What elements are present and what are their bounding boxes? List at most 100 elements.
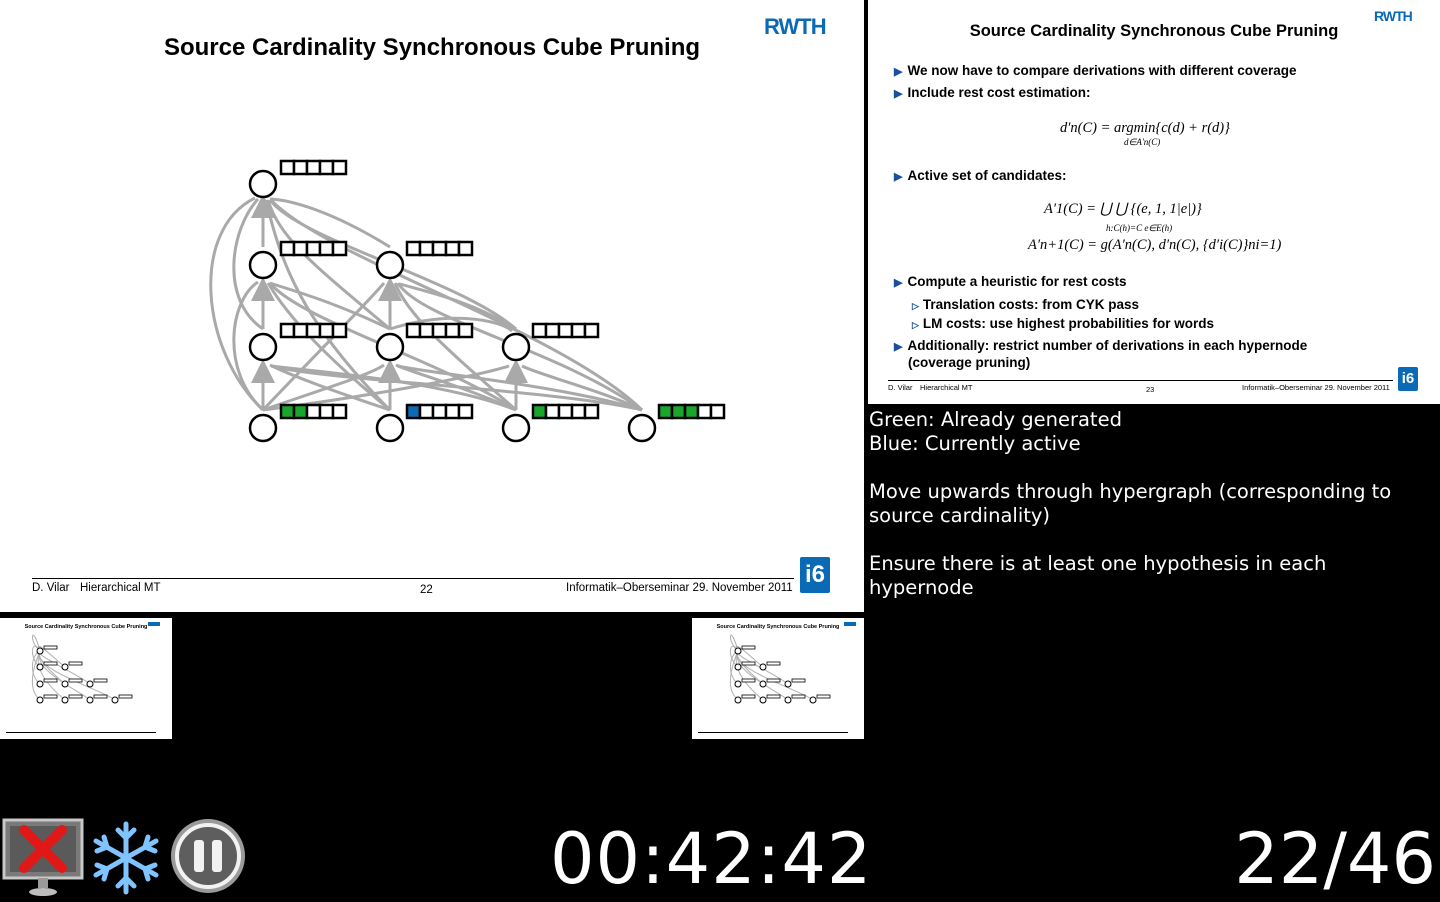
hypothesis-cell (557, 403, 574, 420)
mini-stack (791, 678, 806, 683)
mini-stack (741, 694, 756, 699)
mini-stack (791, 694, 806, 699)
hypothesis-cell (570, 403, 587, 420)
bullet-additionally: ▶ Additionally: restrict number of deriva… (894, 338, 1308, 353)
hypothesis-cell (431, 403, 448, 420)
hypothesis-cell (331, 403, 348, 420)
thumbnail-next[interactable]: Source Cardinality Synchronous Cube Prun… (692, 618, 864, 739)
bullet-rest-cost: ▶ Include rest cost estimation: (894, 85, 1091, 100)
hypothesis-cell (431, 240, 448, 257)
freeze-snowflake-icon[interactable] (88, 820, 164, 896)
hypothesis-stacks (279, 159, 726, 420)
thumb-prev-diagram (31, 634, 133, 704)
subbullet-lm: ▷ LM costs: use highest probabilities for… (912, 316, 1214, 331)
hypernodes (248, 169, 657, 443)
hypothesis-cell (570, 322, 587, 339)
mini-node (36, 680, 44, 688)
speaker-notes: Green: Already generated Blue: Currently… (869, 408, 1437, 624)
note-legend: Green: Already generated Blue: Currently… (869, 408, 1122, 455)
mini-node (809, 696, 817, 704)
hypothesis-cell (318, 403, 335, 420)
mini-stack (816, 694, 831, 699)
mini-stack (68, 661, 83, 666)
hypothesis-cell (557, 322, 574, 339)
mini-node (759, 663, 767, 671)
mini-node (784, 680, 792, 688)
hypothesis-cell (683, 403, 700, 420)
next-footer-page: 23 (1146, 385, 1155, 394)
mini-stack (93, 694, 108, 699)
bullet-compare: ▶ We now have to compare derivations with… (894, 63, 1297, 78)
mini-stack (43, 678, 58, 683)
formula-an: A′n+1(C) = g(A′n(C), d′n(C), {d′i(C)}ni=… (1028, 237, 1282, 253)
hypothesis-cell (418, 322, 435, 339)
pause-icon[interactable] (168, 816, 248, 896)
next-slide-title: Source Cardinality Synchronous Cube Prun… (969, 22, 1339, 40)
hypothesis-cell (457, 240, 474, 257)
subbullet-translation: ▷ Translation costs: from CYK pass (912, 297, 1139, 312)
thumb-next-footer (698, 732, 848, 733)
mini-node (61, 696, 69, 704)
hypothesis-cell (431, 322, 448, 339)
hypothesis-cell (583, 403, 600, 420)
i6-badge: i6 (800, 557, 830, 593)
hypothesis-cell (305, 240, 322, 257)
mini-stack (43, 694, 58, 699)
mini-stack (68, 694, 83, 699)
hypothesis-cell (531, 403, 548, 420)
slide-title: Source Cardinality Synchronous Cube Prun… (163, 34, 701, 61)
formula-a1-sub: h:C(h)=C e∈E(h) (1106, 223, 1173, 233)
hypothesis-cell (305, 159, 322, 176)
footer-talk: Hierarchical MT (80, 582, 161, 594)
hypothesis-cell (457, 403, 474, 420)
thumb-prev-title: Source Cardinality Synchronous Cube Prun… (24, 624, 148, 630)
formula-rest-cost-sub: d∈A′n(C) (1124, 137, 1161, 147)
hypothesis-cell (305, 322, 322, 339)
hypothesis-cell (405, 322, 422, 339)
mini-node (36, 663, 44, 671)
formula-a1: A′1(C) = ⋃ ⋃ {(e, 1, 1|e|)} (1044, 201, 1202, 217)
slide-counter: 22/46 (1234, 818, 1436, 900)
hypothesis-cell (418, 240, 435, 257)
formula-rest-cost: d′n(C) = argmin{c(d) + r(d)} (1060, 120, 1230, 136)
hyperedges (209, 194, 644, 412)
mini-node (36, 696, 44, 704)
thumb-next-title: Source Cardinality Synchronous Cube Prun… (716, 624, 840, 630)
rwth-logo: RWTH (764, 14, 827, 39)
thumbnail-previous[interactable]: Source Cardinality Synchronous Cube Prun… (0, 618, 172, 739)
hypothesis-cell (305, 403, 322, 420)
elapsed-timer[interactable]: 00:42:42 (550, 818, 873, 900)
next-footer-talk: Hierarchical MT (920, 383, 973, 392)
hypothesis-cell (279, 403, 296, 420)
mini-node (61, 680, 69, 688)
hypothesis-cell (531, 322, 548, 339)
hypothesis-cell (318, 322, 335, 339)
hypothesis-cell (709, 403, 726, 420)
mini-stack (68, 678, 83, 683)
mini-stack (43, 661, 58, 666)
i6-badge-small: i6 (1398, 367, 1418, 391)
mini-node (759, 680, 767, 688)
mini-node (86, 696, 94, 704)
bullet-coverage-pruning: (coverage pruning) (908, 355, 1031, 370)
hypothesis-cell (444, 240, 461, 257)
hypothesis-cell (331, 240, 348, 257)
hypothesis-cell (279, 240, 296, 257)
next-footer-rule (888, 380, 1393, 381)
hypothesis-cell (292, 159, 309, 176)
hypothesis-cell (583, 322, 600, 339)
mini-node (61, 663, 69, 671)
note-ensure-hypothesis: Ensure there is at least one hypothesis … (869, 552, 1327, 599)
exit-monitor-icon[interactable] (2, 818, 84, 898)
footer-rule (32, 578, 794, 579)
thumb-next-logo (844, 622, 856, 626)
mini-node (784, 696, 792, 704)
mini-node (111, 696, 119, 704)
mini-stack (741, 645, 756, 650)
mini-node (734, 647, 742, 655)
mini-node (36, 647, 44, 655)
mini-node (734, 696, 742, 704)
hypothesis-cell (318, 240, 335, 257)
hypothesis-cell (444, 403, 461, 420)
hypothesis-cell (418, 403, 435, 420)
